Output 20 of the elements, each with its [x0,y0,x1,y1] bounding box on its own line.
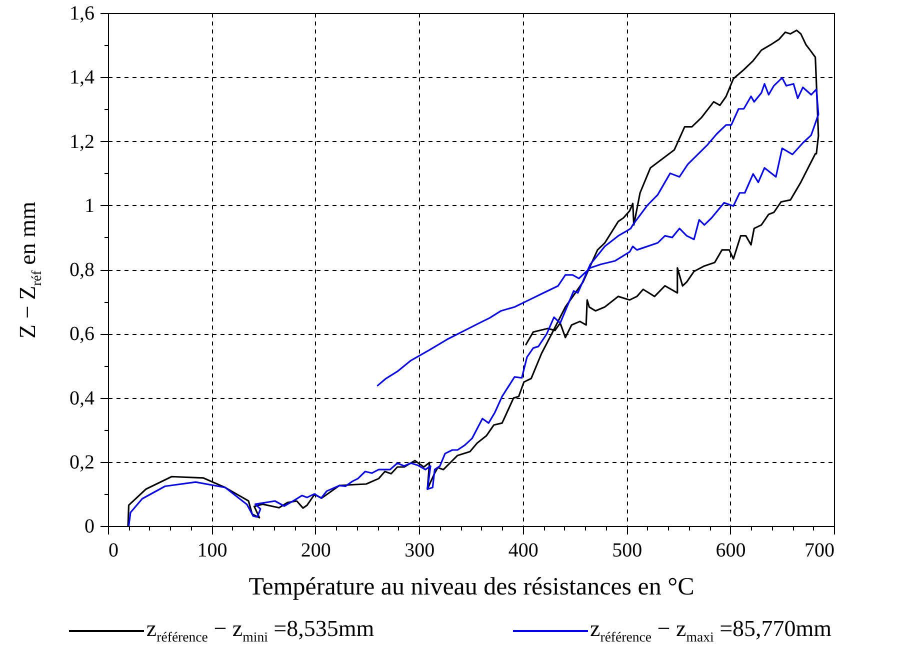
y-tick-label: 0,8 [70,259,94,281]
x-tick-label: 300 [404,540,435,562]
x-tick-label: 200 [300,540,331,562]
y-tick-label: 1,2 [70,130,94,153]
y-tick-label: 1,4 [70,66,94,89]
legend-label: z$_{référence}$ − z$_{maxi}$ =85,770mm [590,616,832,646]
x-axis-title: Température au niveau des résistances en °C [248,574,694,600]
y-tick-label: 0,6 [70,323,94,346]
x-tick-label: 100 [197,540,228,562]
y-tick-label: 0,4 [70,387,94,410]
x-tick-label: 600 [716,540,746,562]
x-tick-label: 700 [804,540,834,562]
y-tick-label: 0,2 [70,451,94,474]
legend-label: z$_{référence}$ − z$_{mini}$ =8,535mm [146,616,374,646]
y-tick-label: 1,6 [70,2,94,24]
y-tick-label: 0 [84,516,94,538]
x-tick-label: 400 [508,540,538,562]
y-tick-label: 1 [84,194,94,217]
x-tick-label: 0 [108,540,118,562]
x-tick-label: 500 [612,540,642,562]
